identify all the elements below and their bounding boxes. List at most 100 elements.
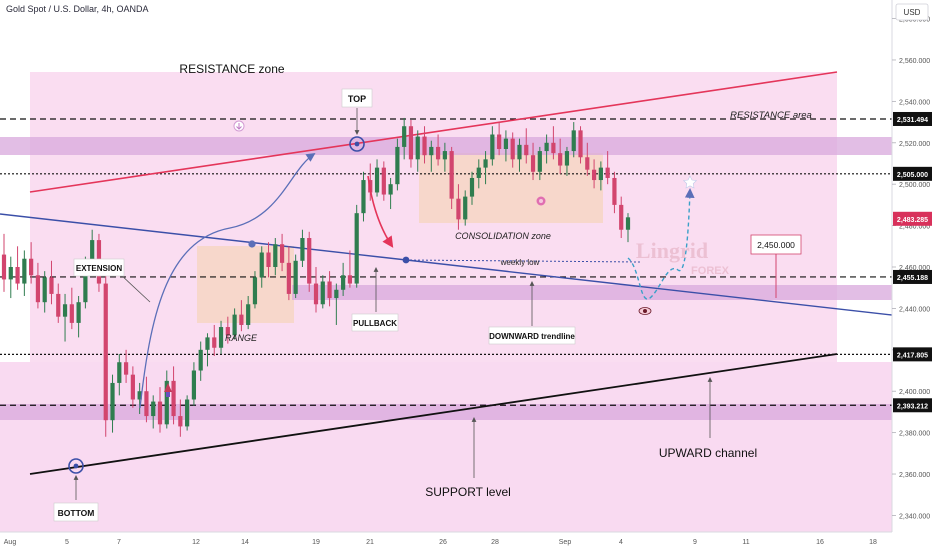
candle-body <box>144 391 149 417</box>
candle-body <box>137 391 142 400</box>
candle-body <box>490 134 495 160</box>
candle-body <box>279 244 285 263</box>
price-tick-label: 2,560.000 <box>899 58 930 65</box>
candle-body <box>185 399 190 427</box>
candle-body <box>463 196 468 220</box>
resistance-zone-label: RESISTANCE zone <box>179 62 284 76</box>
target-band <box>292 285 892 300</box>
upward-channel-label: UPWARD channel <box>659 446 757 460</box>
price-tick-label: 2,480.000 <box>899 224 930 231</box>
time-tick-label: 4 <box>619 539 623 546</box>
time-axis-background[interactable] <box>0 532 892 550</box>
candle-body <box>191 370 197 400</box>
candle-body <box>1 254 7 280</box>
candle-body <box>354 213 359 284</box>
time-tick-label: 28 <box>491 539 499 546</box>
candle-body <box>164 380 169 425</box>
candle-body <box>273 244 278 267</box>
candle-body <box>320 281 325 305</box>
candle-body <box>178 416 183 427</box>
candle-body <box>483 159 488 168</box>
time-tick-label: 16 <box>816 539 824 546</box>
downward-trendline <box>0 213 893 316</box>
candle-body <box>35 275 41 303</box>
rocket-icon <box>164 383 172 397</box>
bottom-label: BOTTOM <box>58 508 95 518</box>
candle-body <box>29 258 34 276</box>
chart-title: Gold Spot / U.S. Dollar, 4h, OANDA <box>6 4 149 14</box>
price-tick-label: 2,440.000 <box>899 306 930 313</box>
candle-body <box>286 262 291 294</box>
price-level-tag-label: 2,455.188 <box>897 275 928 282</box>
target-price-label: 2,450.000 <box>757 240 795 250</box>
candle-body <box>388 184 393 195</box>
time-tick-label: Sep <box>559 539 572 546</box>
candle-body <box>422 136 427 156</box>
watermark-brand: Lingrid <box>636 238 708 263</box>
eye-icon <box>638 307 652 315</box>
candle-body <box>605 167 610 178</box>
range-label: RANGE <box>225 333 258 343</box>
candle-body <box>402 126 407 147</box>
target-price-box <box>750 234 802 255</box>
price-tick-label: 2,340.000 <box>899 513 930 520</box>
candle-body <box>259 252 264 278</box>
extension-callout-line <box>119 273 151 303</box>
candle-body <box>503 138 509 149</box>
range-box <box>197 246 294 323</box>
currency-button[interactable] <box>895 3 929 21</box>
top-label: TOP <box>348 94 366 104</box>
price-level-tags: 2,531.494 2,505.000 2,483.285 2,455.188 2,41… <box>893 111 932 413</box>
candle-body <box>551 142 556 154</box>
candle-body <box>585 157 590 170</box>
time-tick-label: 26 <box>439 539 447 546</box>
resistance-band <box>0 137 892 155</box>
candle-body <box>442 151 447 160</box>
time-tick-label: 11 <box>742 539 749 546</box>
support-trendline <box>29 353 838 475</box>
candle-body <box>151 401 156 417</box>
candle-body <box>571 130 576 152</box>
price-level-tag-label: 2,505.000 <box>897 172 928 179</box>
candle-body <box>537 151 542 172</box>
top-label-box <box>341 88 373 108</box>
price-tick-label: 2,540.000 <box>899 99 930 106</box>
candle-body <box>578 130 583 158</box>
candle-body <box>361 180 366 214</box>
consolidation-label: CONSOLIDATION zone <box>455 231 551 241</box>
pullback-label: PULLBACK <box>353 319 397 328</box>
weekly-low-label: weekly low <box>500 258 540 267</box>
candle-body <box>49 277 54 294</box>
time-tick-label: 12 <box>192 539 200 546</box>
candle-body <box>341 275 346 290</box>
price-tick-label: 2,500.000 <box>899 182 930 189</box>
candle-body <box>510 138 515 160</box>
candle-body <box>252 277 258 305</box>
candle-body <box>69 304 74 323</box>
candle-body <box>62 304 68 317</box>
candle-body <box>198 349 203 371</box>
candle-body <box>327 281 332 299</box>
candle-body <box>381 167 386 195</box>
candle-body <box>313 283 319 305</box>
candle-body <box>591 169 597 181</box>
candle-body <box>300 238 305 261</box>
time-tick-label: 21 <box>366 539 374 546</box>
time-axis: Aug 5 7 12 14 19 21 26 28 Sep 4 9 11 16 18 <box>4 539 877 546</box>
candle-body <box>110 382 115 421</box>
candle-body <box>524 144 529 156</box>
candle-body <box>530 155 536 172</box>
resistance-trendline <box>29 71 838 193</box>
candle-body <box>347 275 353 284</box>
candle-body <box>558 153 563 166</box>
candle-body <box>232 314 237 336</box>
candle-body <box>157 401 163 425</box>
candle-body <box>171 380 176 417</box>
candle-body <box>334 289 339 299</box>
time-tick-label: Aug <box>4 539 17 546</box>
candle-body <box>612 177 617 205</box>
candle-body <box>449 151 454 199</box>
extension-label-box <box>73 258 125 277</box>
downward-trendline-label: DOWNWARD trendline <box>489 332 575 341</box>
